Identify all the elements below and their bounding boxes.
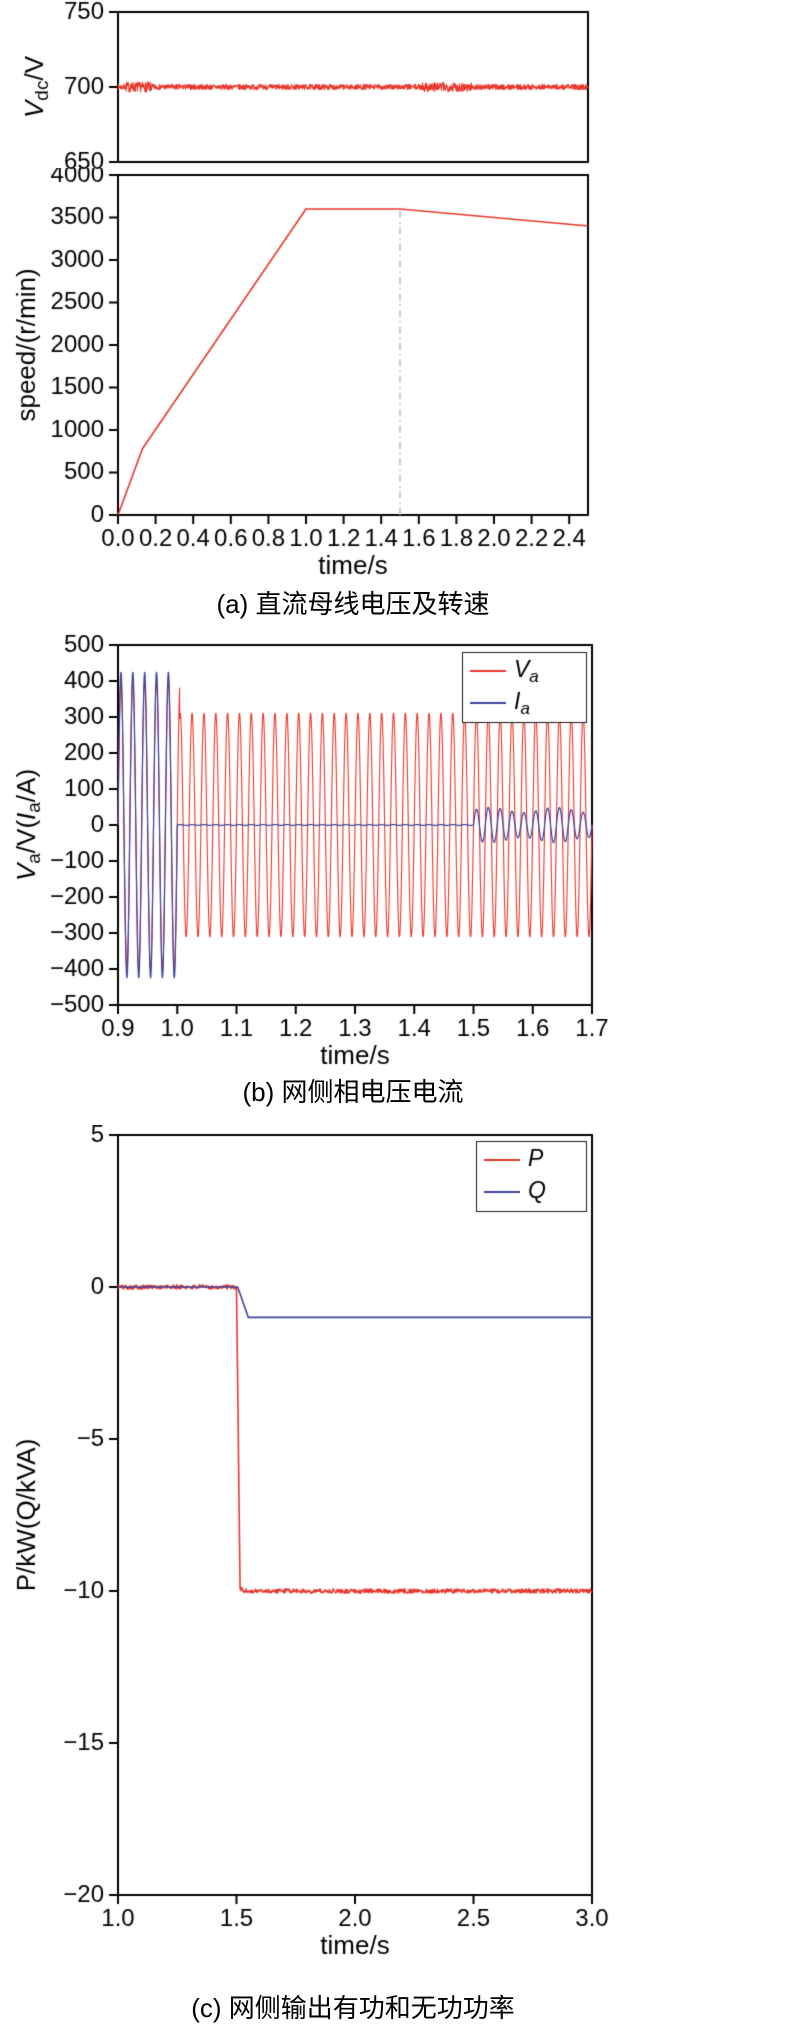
- caption-panel-a: (a) 直流母线电压及转速: [216, 589, 490, 619]
- chart-canvas-dc-bus-voltage: [0, 0, 660, 172]
- chart-canvas-speed: [0, 168, 660, 588]
- caption-panel-b: (b) 网侧相电压电流: [242, 1077, 464, 1107]
- chart-canvas-active-reactive-power: [0, 1125, 660, 1970]
- caption-panel-c: (c) 网侧输出有功和无功功率: [191, 1993, 515, 2023]
- chart-canvas-grid-voltage-current: [0, 630, 660, 1074]
